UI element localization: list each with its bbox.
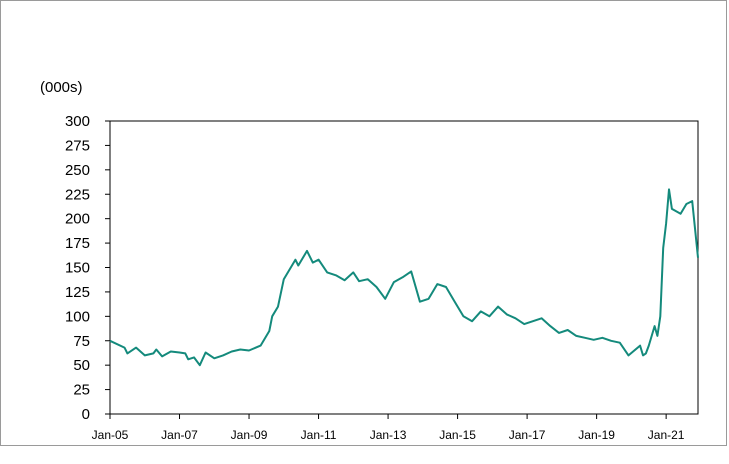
x-tick-label: Jan-17	[509, 428, 546, 442]
y-axis-ticks: 0 25 50 75 100 125 150 175 200 225 250 275 300	[65, 113, 110, 423]
y-tick-label: 150	[65, 260, 90, 277]
y-tick-label: 250	[65, 162, 90, 179]
x-tick-label: Jan-07	[161, 428, 198, 442]
x-tick-label: Jan-19	[578, 428, 615, 442]
y-tick-label: 225	[65, 186, 90, 203]
x-axis-ticks: Jan-05 Jan-07 Jan-09 Jan-11 Jan-13 Jan-15 Jan-…	[92, 414, 685, 442]
x-tick-label: Jan-05	[92, 428, 129, 442]
x-tick-label: Jan-11	[301, 428, 337, 442]
x-tick-label: Jan-15	[439, 428, 476, 442]
y-tick-label: 300	[65, 113, 90, 130]
y-tick-label: 75	[73, 333, 90, 350]
y-tick-label: 175	[65, 235, 90, 252]
y-axis-unit-label: (000s)	[40, 79, 83, 96]
y-tick-label: 125	[65, 284, 90, 301]
series-line	[109, 188, 699, 367]
y-tick-label: 275	[65, 137, 90, 154]
x-tick-label: Jan-09	[231, 428, 268, 442]
chart-frame	[0, 0, 727, 446]
y-tick-label: 25	[73, 382, 90, 399]
y-tick-label: 100	[65, 308, 90, 325]
x-tick-label: Jan-21	[648, 428, 685, 442]
plot-area-border	[109, 120, 699, 415]
x-tick-label: Jan-13	[370, 428, 407, 442]
y-tick-label: 50	[73, 357, 90, 374]
y-tick-label: 0	[82, 406, 90, 423]
y-tick-label: 200	[65, 211, 90, 228]
